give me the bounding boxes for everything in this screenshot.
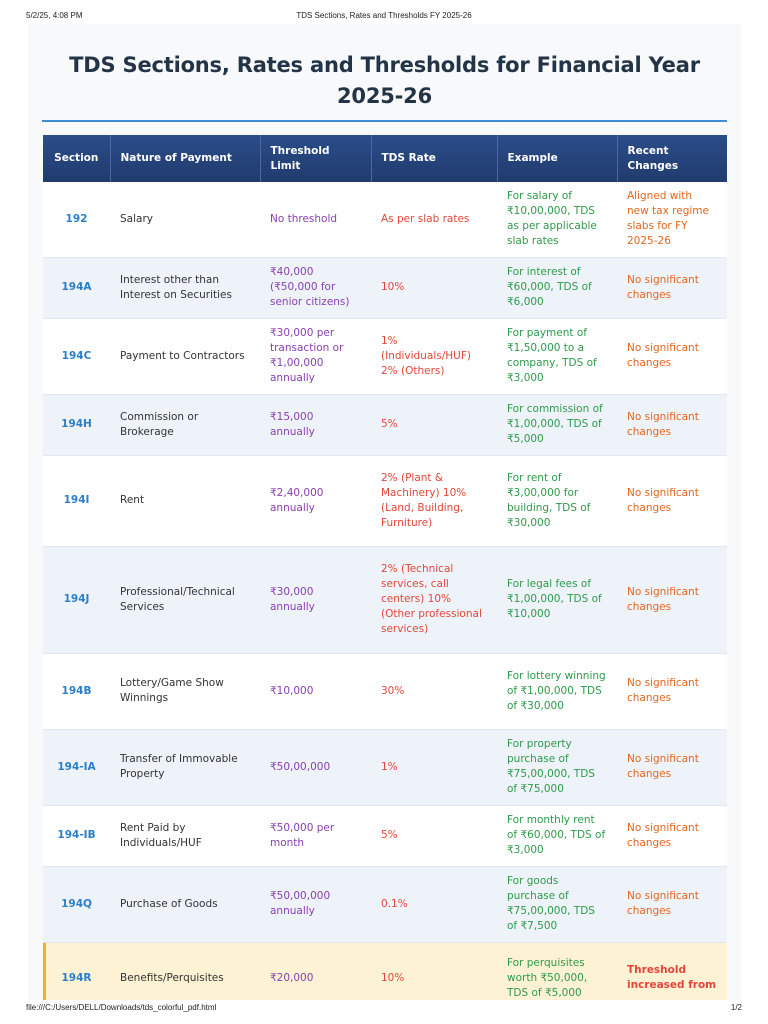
- cell-changes: No significant changes: [617, 257, 727, 319]
- cell-section: 194B: [43, 653, 110, 730]
- cell-nature: Salary: [110, 182, 260, 258]
- cell-section: 194A: [43, 257, 110, 319]
- col-header-threshold: Threshold Limit: [260, 135, 372, 182]
- table-row: 194C Payment to Contractors ₹30,000 per …: [43, 318, 727, 395]
- cell-threshold: ₹40,000 (₹50,000 for senior citizens): [260, 257, 371, 319]
- tds-table: Section Nature of Payment Threshold Limi…: [43, 135, 727, 1000]
- document-container: TDS Sections, Rates and Thresholds for F…: [28, 24, 741, 1000]
- cell-rate: 5%: [371, 805, 497, 867]
- col-header-nature: Nature of Payment: [110, 135, 261, 182]
- cell-section: 192: [43, 182, 110, 258]
- print-doc-title: TDS Sections, Rates and Thresholds FY 20…: [296, 11, 472, 20]
- cell-rate: 5%: [371, 394, 497, 456]
- cell-section: 194-IA: [43, 729, 110, 806]
- table-row: 194I Rent ₹2,40,000 annually 2% (Plant &…: [43, 455, 727, 547]
- cell-example: For legal fees of ₹1,00,000, TDS of ₹10,…: [497, 546, 617, 654]
- cell-nature: Lottery/Game Show Winnings: [110, 653, 260, 730]
- cell-rate: 1%: [371, 729, 497, 806]
- cell-threshold: No threshold: [260, 182, 371, 258]
- cell-rate: 30%: [371, 653, 497, 730]
- cell-changes: No significant changes: [617, 318, 727, 395]
- table-row: 194-IB Rent Paid by Individuals/HUF ₹50,…: [43, 805, 727, 867]
- col-header-changes: Recent Changes: [617, 135, 727, 182]
- cell-threshold: ₹2,40,000 annually: [260, 455, 371, 547]
- cell-changes: No significant changes: [617, 805, 727, 867]
- cell-nature: Professional/Technical Services: [110, 546, 260, 654]
- print-file-path: file:///C:/Users/DELL/Downloads/tds_colo…: [26, 1003, 217, 1012]
- print-datetime: 5/2/25, 4:08 PM: [26, 11, 83, 20]
- cell-nature: Purchase of Goods: [110, 866, 260, 943]
- cell-rate: 1% (Individuals/HUF) 2% (Others): [371, 318, 497, 395]
- cell-rate: 2% (Technical services, call centers) 10…: [371, 546, 497, 654]
- table-row: 194J Professional/Technical Services ₹30…: [43, 546, 727, 654]
- cell-section: 194-IB: [43, 805, 110, 867]
- cell-nature: Rent Paid by Individuals/HUF: [110, 805, 260, 867]
- col-header-rate: TDS Rate: [371, 135, 498, 182]
- table-row: 194Q Purchase of Goods ₹50,00,000 annual…: [43, 866, 727, 943]
- cell-rate: 10%: [371, 942, 497, 1000]
- cell-section: 194C: [43, 318, 110, 395]
- cell-rate: As per slab rates: [371, 182, 497, 258]
- cell-nature: Benefits/Perquisites: [110, 942, 260, 1000]
- cell-threshold: ₹50,000 per month: [260, 805, 371, 867]
- cell-example: For interest of ₹60,000, TDS of ₹6,000: [497, 257, 617, 319]
- cell-rate: 0.1%: [371, 866, 497, 943]
- cell-changes: No significant changes: [617, 866, 727, 943]
- cell-changes: No significant changes: [617, 729, 727, 806]
- cell-section: 194R: [43, 942, 110, 1000]
- page-title: TDS Sections, Rates and Thresholds for F…: [69, 53, 700, 108]
- cell-example: For salary of ₹10,00,000, TDS as per app…: [497, 182, 617, 258]
- cell-rate: 2% (Plant & Machinery) 10% (Land, Buildi…: [371, 455, 497, 547]
- table-row: 194H Commission or Brokerage ₹15,000 ann…: [43, 394, 727, 456]
- cell-section: 194Q: [43, 866, 110, 943]
- cell-nature: Commission or Brokerage: [110, 394, 260, 456]
- cell-changes: Aligned with new tax regime slabs for FY…: [617, 182, 727, 258]
- col-header-section: Section: [43, 135, 111, 182]
- cell-example: For perquisites worth ₹50,000, TDS of ₹5…: [497, 942, 617, 1000]
- cell-threshold: ₹30,000 per transaction or ₹1,00,000 ann…: [260, 318, 371, 395]
- cell-changes: No significant changes: [617, 546, 727, 654]
- cell-section: 194J: [43, 546, 110, 654]
- cell-example: For goods purchase of ₹75,00,000, TDS of…: [497, 866, 617, 943]
- print-header: 5/2/25, 4:08 PM TDS Sections, Rates and …: [0, 0, 768, 24]
- cell-nature: Payment to Contractors: [110, 318, 260, 395]
- cell-example: For lottery winning of ₹1,00,000, TDS of…: [497, 653, 617, 730]
- cell-example: For payment of ₹1,50,000 to a company, T…: [497, 318, 617, 395]
- cell-changes: No significant changes: [617, 653, 727, 730]
- table-row: 194B Lottery/Game Show Winnings ₹10,000 …: [43, 653, 727, 730]
- table-header-row: Section Nature of Payment Threshold Limi…: [43, 135, 727, 182]
- title-divider: [42, 120, 727, 122]
- cell-rate: 10%: [371, 257, 497, 319]
- cell-section: 194I: [43, 455, 110, 547]
- cell-threshold: ₹20,000: [260, 942, 371, 1000]
- print-footer: file:///C:/Users/DELL/Downloads/tds_colo…: [0, 1000, 768, 1024]
- cell-threshold: ₹50,00,000: [260, 729, 371, 806]
- cell-section: 194H: [43, 394, 110, 456]
- cell-nature: Rent: [110, 455, 260, 547]
- cell-threshold: ₹30,000 annually: [260, 546, 371, 654]
- cell-threshold: ₹15,000 annually: [260, 394, 371, 456]
- table-row: 194-IA Transfer of Immovable Property ₹5…: [43, 729, 727, 806]
- cell-nature: Transfer of Immovable Property: [110, 729, 260, 806]
- cell-changes: No significant changes: [617, 455, 727, 547]
- cell-example: For property purchase of ₹75,00,000, TDS…: [497, 729, 617, 806]
- cell-threshold: ₹50,00,000 annually: [260, 866, 371, 943]
- cell-threshold: ₹10,000: [260, 653, 371, 730]
- table-row: 194A Interest other than Interest on Sec…: [43, 257, 727, 319]
- cell-example: For rent of ₹3,00,000 for building, TDS …: [497, 455, 617, 547]
- cell-changes: No significant changes: [617, 394, 727, 456]
- print-page-number: 1/2: [730, 1003, 742, 1012]
- col-header-example: Example: [497, 135, 618, 182]
- cell-nature: Interest other than Interest on Securiti…: [110, 257, 260, 319]
- cell-example: For commission of ₹1,00,000, TDS of ₹5,0…: [497, 394, 617, 456]
- cell-changes: Threshold increased from: [617, 942, 727, 1000]
- table-row: 192 Salary No threshold As per slab rate…: [43, 182, 727, 258]
- cell-example: For monthly rent of ₹60,000, TDS of ₹3,0…: [497, 805, 617, 867]
- table-row-highlighted: 194R Benefits/Perquisites ₹20,000 10% Fo…: [43, 942, 727, 1000]
